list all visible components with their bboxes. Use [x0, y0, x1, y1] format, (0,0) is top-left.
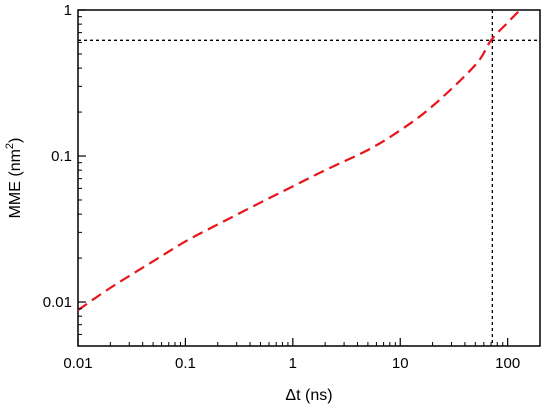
- y-tick-label: 1: [64, 2, 72, 19]
- series-layer: [78, 10, 521, 312]
- series-line-0: [78, 10, 521, 312]
- x-tick-label: 10: [392, 355, 409, 372]
- y-tick-label: 0.1: [51, 148, 72, 165]
- y-axis-title-end: ): [7, 138, 24, 143]
- x-tick-label: 1: [289, 355, 297, 372]
- x-tick-label: 100: [495, 355, 520, 372]
- plot-frame: [77, 9, 541, 347]
- y-axis-title: MME (nm2): [4, 138, 24, 219]
- y-axis-title-base: MME (nm: [7, 149, 24, 218]
- x-axis-title: Δt (ns): [285, 387, 332, 404]
- y-tick-label: 0.01: [43, 294, 72, 311]
- x-tick-label: 0.1: [175, 355, 196, 372]
- y-axis-ticks: 0.01 0.1 1: [43, 2, 86, 335]
- x-axis-ticks: 0.01 0.1 1 10 100: [63, 338, 520, 372]
- x-tick-label: 0.01: [63, 355, 92, 372]
- reference-lines: [78, 10, 540, 346]
- y-axis-title-superscript: 2: [4, 143, 16, 149]
